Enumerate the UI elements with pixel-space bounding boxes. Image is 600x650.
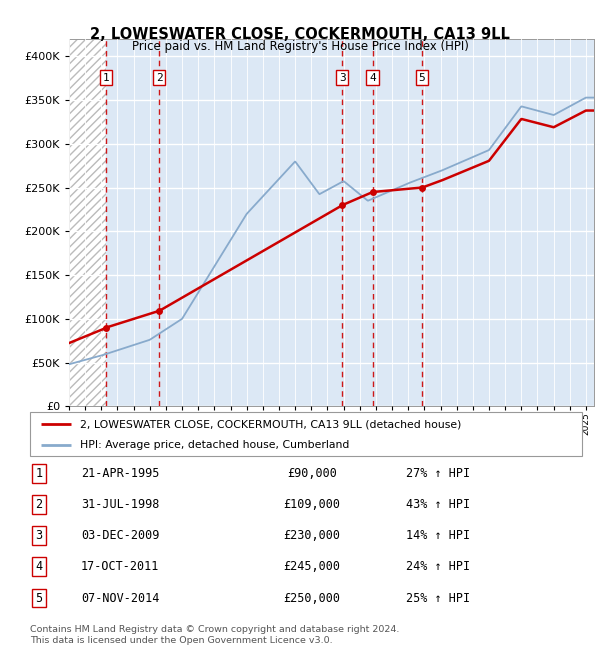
Text: £230,000: £230,000	[284, 529, 341, 542]
Text: £250,000: £250,000	[284, 592, 341, 604]
Text: 3: 3	[35, 529, 43, 542]
Text: 2: 2	[35, 498, 43, 511]
Text: 17-OCT-2011: 17-OCT-2011	[81, 560, 159, 573]
Text: 4: 4	[35, 560, 43, 573]
Bar	[69, 39, 106, 406]
Text: 5: 5	[419, 73, 425, 83]
Bar	[106, 39, 594, 406]
Text: 2, LOWESWATER CLOSE, COCKERMOUTH, CA13 9LL: 2, LOWESWATER CLOSE, COCKERMOUTH, CA13 9…	[90, 27, 510, 42]
Text: £109,000: £109,000	[284, 498, 341, 511]
Text: 07-NOV-2014: 07-NOV-2014	[81, 592, 159, 604]
Text: 3: 3	[339, 73, 346, 83]
Text: 25% ↑ HPI: 25% ↑ HPI	[406, 592, 470, 604]
Bar	[69, 39, 106, 406]
Text: 43% ↑ HPI: 43% ↑ HPI	[406, 498, 470, 511]
Text: 31-JUL-1998: 31-JUL-1998	[81, 498, 159, 511]
Text: 4: 4	[369, 73, 376, 83]
Text: 5: 5	[35, 592, 43, 604]
Text: £90,000: £90,000	[287, 467, 337, 480]
Text: 24% ↑ HPI: 24% ↑ HPI	[406, 560, 470, 573]
Text: 2, LOWESWATER CLOSE, COCKERMOUTH, CA13 9LL (detached house): 2, LOWESWATER CLOSE, COCKERMOUTH, CA13 9…	[80, 419, 461, 430]
Text: 21-APR-1995: 21-APR-1995	[81, 467, 159, 480]
Text: 03-DEC-2009: 03-DEC-2009	[81, 529, 159, 542]
FancyBboxPatch shape	[30, 412, 582, 456]
Text: Contains HM Land Registry data © Crown copyright and database right 2024.
This d: Contains HM Land Registry data © Crown c…	[30, 625, 400, 645]
Text: £245,000: £245,000	[284, 560, 341, 573]
Text: 1: 1	[103, 73, 110, 83]
Text: 27% ↑ HPI: 27% ↑ HPI	[406, 467, 470, 480]
Text: Price paid vs. HM Land Registry's House Price Index (HPI): Price paid vs. HM Land Registry's House …	[131, 40, 469, 53]
Text: HPI: Average price, detached house, Cumberland: HPI: Average price, detached house, Cumb…	[80, 440, 349, 450]
Text: 1: 1	[35, 467, 43, 480]
Text: 2: 2	[156, 73, 163, 83]
Text: 14% ↑ HPI: 14% ↑ HPI	[406, 529, 470, 542]
